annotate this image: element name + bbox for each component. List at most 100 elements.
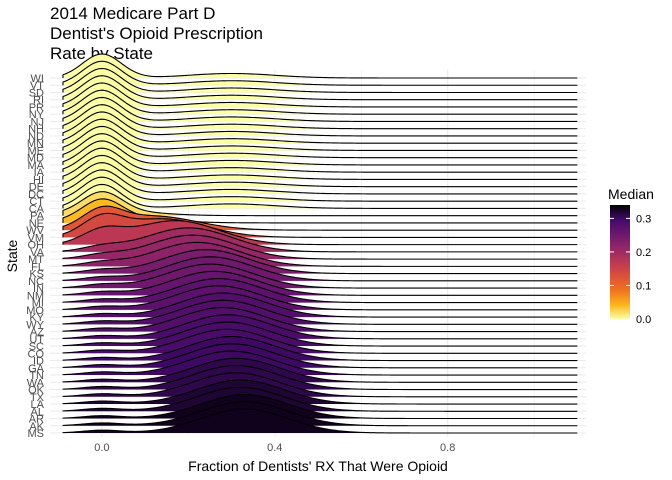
x-tick-label: 0.8	[440, 442, 455, 454]
x-tick-label: 0.4	[267, 442, 282, 454]
state-label-de: DE	[29, 182, 44, 194]
ridges	[62, 53, 578, 434]
legend-tick-label: 0.0	[636, 314, 651, 326]
x-axis-label: Fraction of Dentists' RX That Were Opioi…	[188, 458, 448, 474]
ridge-outline-nh	[62, 104, 578, 130]
state-label-ri: RI	[33, 95, 44, 107]
ridge-outline-md	[62, 133, 578, 159]
ridge-outline-ia	[62, 147, 578, 173]
ridge-outline-az	[62, 307, 578, 333]
state-label-ks: KS	[29, 269, 44, 281]
ridge-outline-ak	[62, 401, 578, 427]
state-label-wy: WY	[26, 319, 44, 331]
ridge-outline-nm	[62, 270, 578, 296]
ridge-outline-pa	[62, 191, 578, 217]
state-label-tn: TN	[29, 370, 44, 382]
ridge-outline-nj	[62, 96, 578, 123]
ridge-outline-fl	[62, 241, 578, 267]
ridge-outline-ny	[62, 89, 578, 115]
state-label-ky: KY	[29, 312, 44, 324]
ridge-outline-pr	[62, 82, 578, 108]
ridge-outline-wa	[62, 357, 578, 383]
ridge-fill-id	[62, 336, 578, 361]
state-label-pr: PR	[29, 102, 44, 114]
ridge-fill-ga	[62, 343, 578, 368]
state-label-ny: NY	[29, 109, 45, 121]
state-label-id: ID	[33, 356, 44, 368]
ridge-fill-al	[62, 387, 578, 412]
ridge-outline-va	[62, 227, 578, 253]
ridge-outline-wi	[62, 53, 578, 79]
legend-ticks: 0.0 0.1 0.2 0.3	[610, 213, 651, 326]
state-label-ne: NE	[29, 218, 44, 230]
state-label-ct: CT	[29, 196, 44, 208]
state-label-oh: OH	[28, 240, 45, 252]
ridge-outline-tx	[62, 372, 578, 398]
ridge-outline-sc	[62, 321, 578, 347]
ridge-outline-tn	[62, 350, 578, 376]
state-label-ok: OK	[28, 385, 45, 397]
ridge-outline-me	[62, 125, 578, 151]
state-label-co: CO	[28, 348, 45, 360]
state-label-ca: CA	[29, 203, 45, 215]
ridge-outline-oh	[62, 220, 578, 246]
ridge-outline-ri	[62, 75, 578, 101]
state-label-nj: NJ	[31, 116, 44, 128]
ridge-fill-ar	[62, 394, 578, 419]
ridge-outline-ma	[62, 140, 578, 166]
state-label-al: AL	[31, 406, 44, 418]
ridge-outline-mt	[62, 234, 578, 260]
ridge-outline-la	[62, 379, 578, 405]
ridge-outline-vm	[62, 212, 578, 238]
state-label-wi: WI	[31, 73, 44, 85]
ridge-outline-mi	[62, 278, 578, 304]
state-label-az: AZ	[30, 327, 44, 339]
ridge-outline-dc	[62, 169, 578, 195]
ridge-fill-la	[62, 380, 578, 405]
state-label-pa: PA	[30, 211, 45, 223]
state-label-sd: SD	[29, 87, 44, 99]
ridge-fill-pa	[62, 191, 578, 216]
state-label-mn: MN	[27, 138, 44, 150]
state-label-nc: NC	[28, 276, 44, 288]
ridge-outline-wv	[62, 205, 578, 231]
ridge-outline-al	[62, 386, 578, 412]
ridge-outline-ky	[62, 292, 578, 318]
state-label-hi: HI	[33, 174, 44, 186]
ridge-outline-de	[62, 162, 578, 188]
ridge-outline-in	[62, 263, 578, 289]
ridge-fill-tn	[62, 351, 578, 376]
x-tick-labels: 0.0 0.4 0.8	[94, 442, 455, 454]
state-label-nm: NM	[27, 290, 44, 302]
state-label-va: VA	[30, 247, 45, 259]
ridge-outline-ca	[62, 183, 578, 209]
ridge-fill-ak	[62, 401, 578, 426]
ridge-outline-ms	[62, 408, 578, 434]
state-label-fl: FL	[31, 261, 44, 273]
state-label-ia: IA	[34, 167, 45, 179]
state-label-mi: MI	[32, 298, 44, 310]
ridge-outline-ct	[62, 176, 578, 202]
state-label-nd: ND	[28, 131, 44, 143]
state-label-nh: NH	[28, 124, 44, 136]
state-label-ms: MS	[28, 428, 45, 440]
state-label-mo: MO	[26, 305, 44, 317]
ridge-outline-vt	[62, 60, 578, 86]
ridge-outline-id	[62, 336, 578, 362]
state-label-md: MD	[27, 153, 44, 165]
ridge-outline-wy	[62, 299, 578, 325]
state-tick-labels: WIVTSDRIPRNYNJNHNDMNMEMDMAIAHIDEDCCTCAPA…	[26, 73, 44, 440]
state-label-ak: AK	[29, 421, 44, 433]
ridge-outline-mn	[62, 118, 578, 144]
state-label-ma: MA	[28, 160, 45, 172]
legend-title: Median	[608, 186, 654, 202]
ridge-outline-nc	[62, 256, 578, 282]
legend-tick-label: 0.1	[636, 280, 651, 292]
state-label-vm: VM	[28, 232, 45, 244]
state-label-in: IN	[33, 283, 44, 295]
ridge-outline-ok	[62, 364, 578, 391]
legend-tick-label: 0.3	[636, 213, 651, 225]
ridge-outline-nd	[62, 111, 578, 137]
legend-tick-label: 0.2	[636, 247, 651, 259]
